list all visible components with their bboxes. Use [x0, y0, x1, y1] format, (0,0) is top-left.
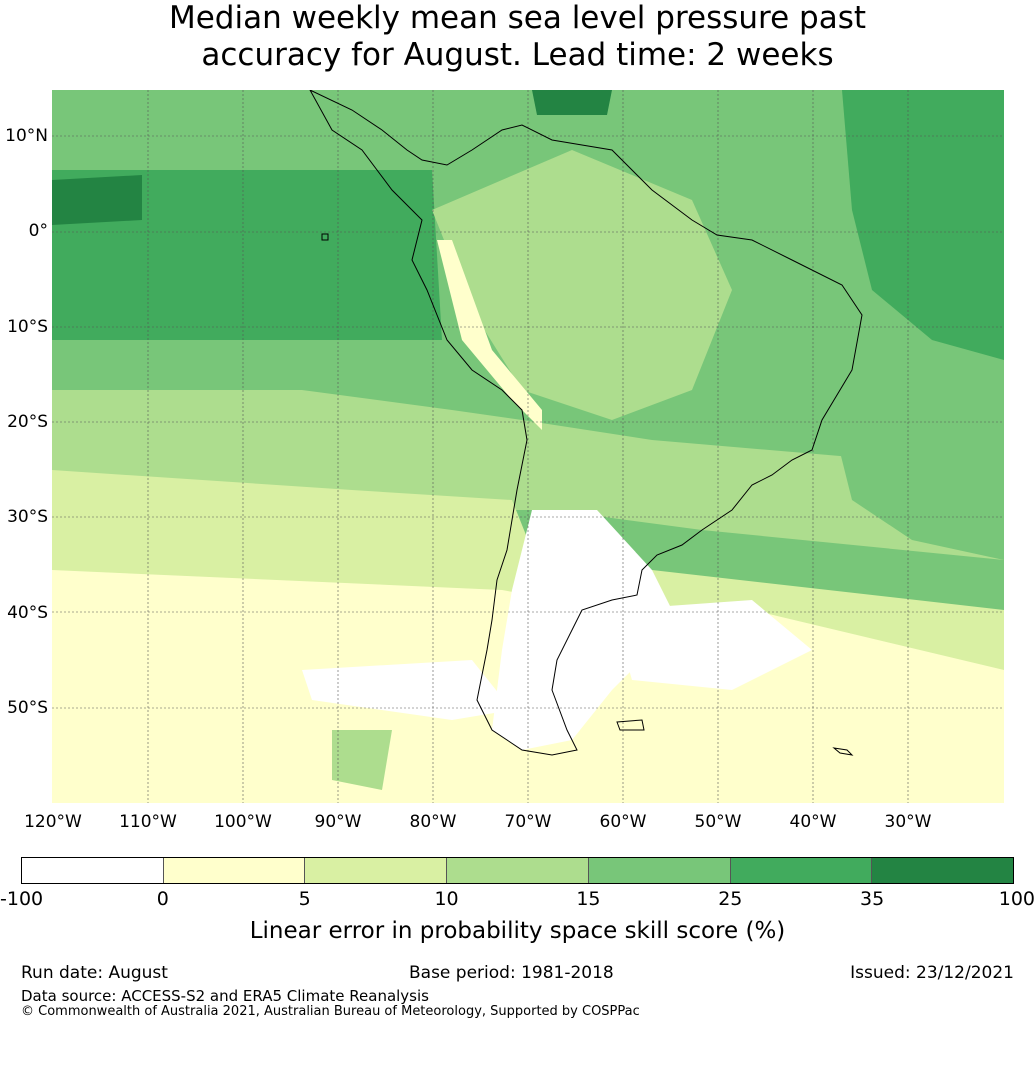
lon-label-60w: 60°W — [599, 812, 647, 832]
lon-label-30w: 30°W — [884, 812, 932, 832]
colorbar-tick-label: 5 — [298, 888, 311, 910]
map-canvas — [52, 88, 1004, 803]
colorbar-label: Linear error in probability space skill … — [249, 918, 786, 944]
lat-label-10n: 10°N — [5, 126, 48, 146]
colorbar-tick-label: 0 — [156, 888, 169, 910]
lon-label-40w: 40°W — [789, 812, 837, 832]
south-georgia-island — [832, 747, 854, 756]
skill-score-map — [52, 88, 1004, 803]
lat-label-30s: 30°S — [7, 507, 48, 527]
lat-label-50s: 50°S — [7, 698, 48, 718]
colorbar-tick-label: 10 — [434, 888, 459, 910]
region-green-patch — [332, 730, 392, 790]
run-date: Run date: August — [21, 963, 168, 983]
region-white-patch-2 — [612, 600, 812, 690]
falkland-islands — [616, 719, 645, 731]
colorbar-segment — [872, 858, 1014, 883]
colorbar-tick-label: 35 — [860, 888, 885, 910]
colorbar-tick-label: -100 — [0, 888, 44, 910]
issued-date: Issued: 23/12/2021 — [850, 963, 1014, 983]
data-source: Data source: ACCESS-S2 and ERA5 Climate … — [21, 987, 429, 1005]
region-east-atlantic — [842, 90, 1004, 360]
region-interior-north — [432, 150, 732, 420]
colorbar-segment — [305, 858, 448, 883]
colorbar — [21, 857, 1014, 884]
colorbar-segment — [447, 858, 589, 883]
base-period: Base period: 1981-2018 — [409, 963, 614, 983]
lat-label-0: 0° — [28, 221, 48, 241]
colorbar-segment — [730, 858, 873, 883]
colorbar-segment — [588, 858, 731, 883]
lon-label-120w: 120°W — [24, 812, 82, 832]
colorbar-segment — [163, 858, 306, 883]
region-west-equatorial — [52, 170, 442, 340]
title-line-2: accuracy for August. Lead time: 2 weeks — [201, 37, 834, 73]
colorbar-segment — [22, 858, 164, 883]
lon-label-100w: 100°W — [214, 812, 272, 832]
lat-label-40s: 40°S — [7, 603, 48, 623]
galapagos-islands — [321, 233, 329, 241]
south-america-coastline — [308, 88, 863, 756]
lat-label-10s: 10°S — [7, 317, 48, 337]
colorbar-tick-label: 15 — [576, 888, 601, 910]
region-patagonia-low — [492, 510, 672, 750]
title-line-1: Median weekly mean sea level pressure pa… — [168, 0, 866, 36]
lon-label-80w: 80°W — [409, 812, 457, 832]
region-atlantic-subtropic — [832, 420, 1004, 560]
lon-label-110w: 110°W — [119, 812, 177, 832]
copyright-notice: © Commonwealth of Australia 2021, Austra… — [21, 1004, 640, 1019]
region-dark-patch-1 — [52, 175, 142, 225]
lon-label-90w: 90°W — [314, 812, 362, 832]
lon-label-70w: 70°W — [504, 812, 552, 832]
region-dark-patch-2 — [532, 90, 612, 115]
colorbar-tick-label: 100 — [998, 888, 1035, 910]
map-title: Median weekly mean sea level pressure pa… — [0, 0, 1035, 74]
region-white-patch-1 — [302, 660, 512, 720]
lat-label-20s: 20°S — [7, 412, 48, 432]
region-andes — [437, 240, 542, 430]
lon-label-50w: 50°W — [694, 812, 742, 832]
colorbar-tick-label: 25 — [718, 888, 743, 910]
